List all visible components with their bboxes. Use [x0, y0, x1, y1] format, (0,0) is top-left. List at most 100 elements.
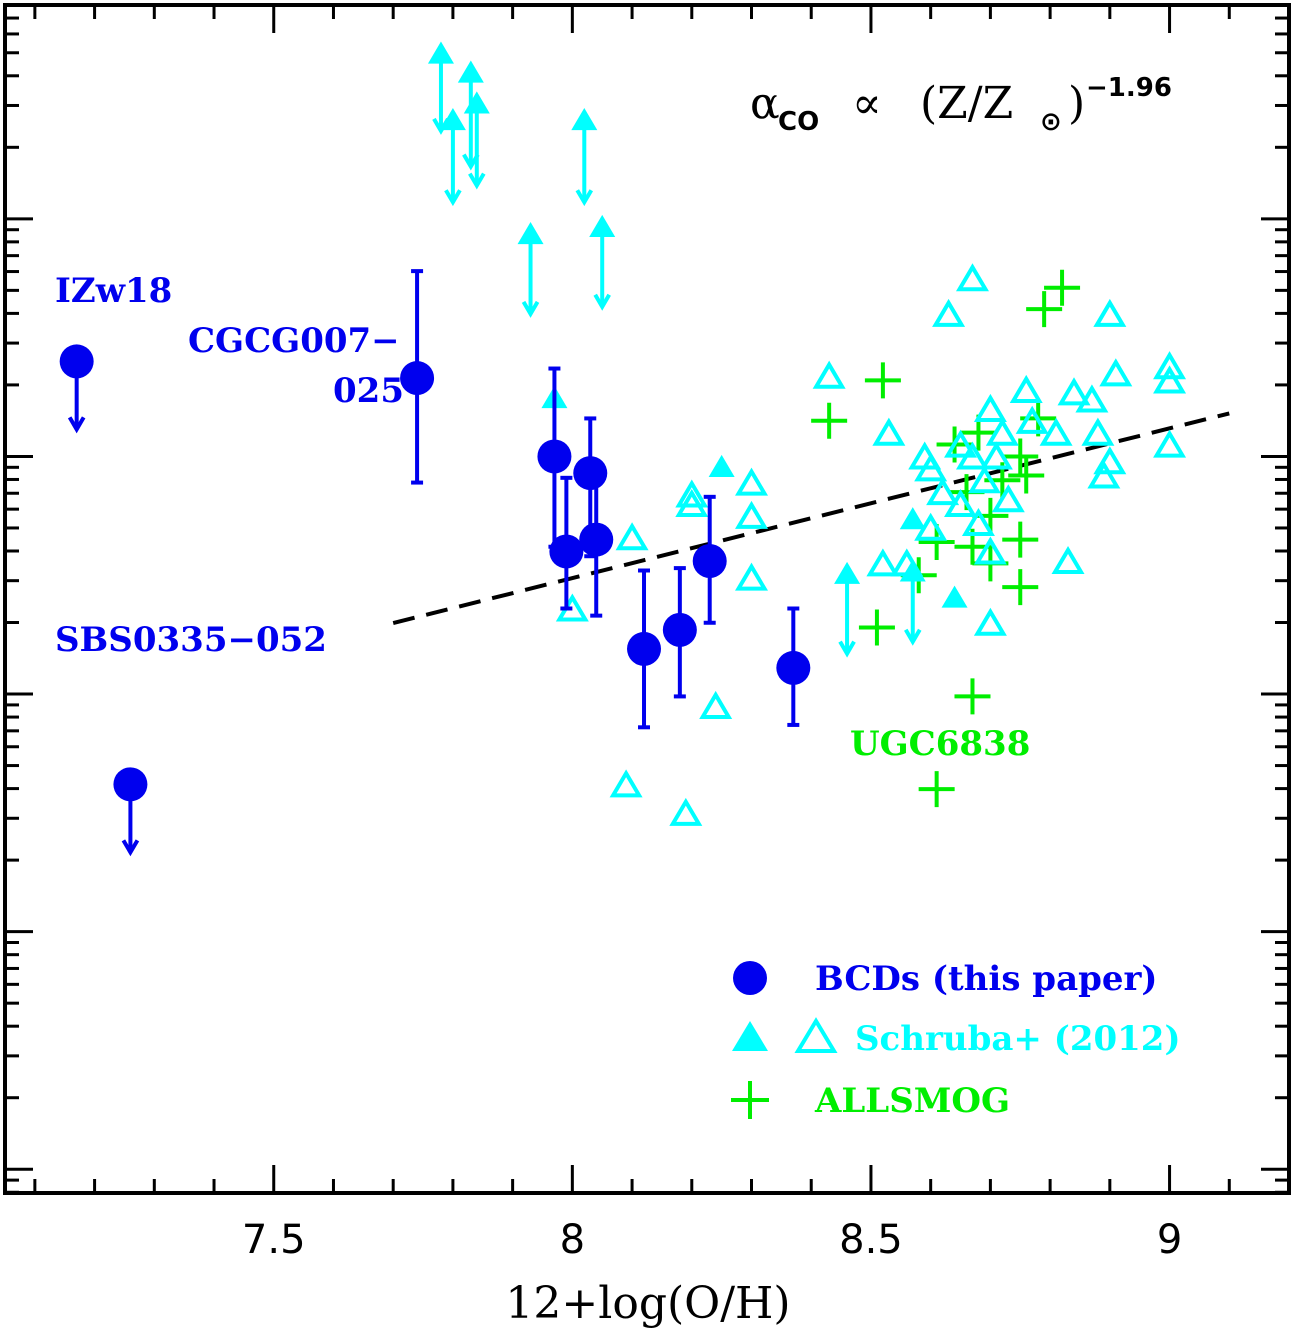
formula-close: ) — [1068, 78, 1085, 129]
bcd-upper-limit-arrow-head — [121, 839, 140, 857]
bcd-point — [549, 534, 584, 569]
x-tick-label: 8 — [560, 1217, 585, 1263]
schruba-limit-arrow-head — [521, 300, 540, 318]
schruba-open-point — [1087, 460, 1121, 489]
schruba-limit-arrow-head — [575, 189, 594, 207]
formula-sub: CO — [778, 107, 819, 137]
formula-sun: ⊙ — [1040, 107, 1062, 137]
allsmog-point — [1044, 269, 1081, 306]
schruba-open-point — [1099, 358, 1133, 387]
bcd-point — [776, 650, 811, 685]
schruba-limit-arrow-head — [468, 172, 486, 190]
schruba-limit-arrow-head — [593, 293, 611, 311]
allsmog-point — [1002, 569, 1039, 606]
bcd-point — [573, 456, 608, 491]
annotation-izw18: IZw18 — [55, 271, 172, 311]
formula-exp: −1.96 — [1086, 73, 1172, 103]
schruba-open-point — [991, 484, 1025, 513]
allsmog-point — [1026, 291, 1063, 328]
legend-label-bcd: BCDs (this paper) — [815, 959, 1158, 999]
schruba-open-point — [735, 562, 769, 591]
schruba-open-point — [967, 465, 1001, 494]
legend-marker-schruba-filled — [732, 1021, 768, 1051]
schruba-open-point — [973, 393, 1007, 422]
schruba-open-point — [1039, 417, 1073, 446]
legend-marker-schruba-open — [794, 1017, 838, 1053]
plot-frame — [3, 3, 1291, 1195]
schruba-series — [427, 41, 1187, 826]
bcd-point — [692, 543, 727, 578]
schruba-open-point — [1093, 298, 1127, 327]
schruba-open-point — [1015, 405, 1049, 434]
schruba-open-point — [961, 507, 995, 537]
schruba-open-point — [973, 536, 1007, 565]
annotation-cgcg-line2: 025 — [333, 371, 404, 411]
schruba-open-point — [1153, 351, 1187, 380]
x-tick-label: 9 — [1157, 1217, 1182, 1263]
schruba-open-point — [944, 429, 978, 458]
x-axis-label: 12+log(O/H) — [505, 1278, 790, 1329]
schruba-open-point — [1009, 374, 1043, 403]
legend-label-schruba: Schruba+ (2012) — [855, 1019, 1181, 1059]
bcd-point — [662, 612, 697, 647]
schruba-open-point — [1075, 384, 1109, 413]
legend: BCDs (this paper) Schruba+ (2012) ALLSMO… — [731, 959, 1181, 1121]
schruba-open-point — [985, 417, 1019, 446]
legend-marker-bcd — [733, 961, 767, 995]
schruba-open-point — [615, 522, 649, 551]
legend-marker-allsmog — [731, 1081, 769, 1119]
schruba-open-point — [1081, 417, 1115, 446]
schruba-open-point — [1153, 365, 1187, 394]
schruba-filled-point — [708, 454, 735, 477]
allsmog-point — [954, 678, 991, 715]
bcd-series — [59, 269, 811, 857]
schruba-open-point — [979, 441, 1013, 470]
bcd-point — [579, 522, 614, 557]
annotation-ugc6838: UGC6838 — [850, 724, 1030, 764]
bcd-point — [400, 361, 435, 396]
schruba-open-point — [812, 360, 846, 389]
formula-prop: ∝ — [852, 78, 882, 129]
schruba-open-point — [1051, 545, 1085, 575]
annotation-sbs: SBS0335−052 — [55, 620, 327, 660]
schruba-limit-arrow-head — [904, 628, 922, 646]
schruba-open-point — [926, 477, 960, 506]
x-tick-label: 7.5 — [242, 1217, 306, 1263]
schruba-open-point — [908, 441, 942, 470]
formula-alpha: α — [750, 78, 780, 129]
schruba-open-point — [866, 548, 900, 577]
schruba-open-point — [1153, 429, 1187, 458]
schruba-open-point — [609, 769, 643, 798]
allsmog-point — [1002, 521, 1039, 558]
allsmog-point — [918, 771, 955, 808]
schruba-filled-point — [899, 507, 926, 530]
bcd-upper-limit-point — [59, 344, 94, 379]
schruba-open-point — [699, 690, 733, 719]
schruba-open-point — [1057, 377, 1091, 406]
bcd-point — [537, 439, 572, 474]
bcd-upper-limit-arrow-head — [67, 416, 86, 434]
fit-line-group — [392, 411, 1230, 625]
legend-label-allsmog: ALLSMOG — [814, 1081, 1010, 1121]
bcd-upper-limit-point — [113, 767, 148, 802]
schruba-open-point — [735, 467, 769, 496]
bcd-point — [627, 631, 662, 666]
schruba-open-point — [675, 479, 709, 508]
allsmog-point — [1008, 457, 1045, 494]
fit-line — [392, 411, 1230, 625]
schruba-limit-arrow-head — [444, 189, 462, 207]
allsmog-point — [811, 402, 848, 439]
annotation-cgcg-line1: CGCG007− — [188, 321, 400, 361]
x-tick-label: 8.5 — [839, 1217, 903, 1263]
schruba-open-point — [669, 797, 703, 826]
formula-paren: (Z/Z — [920, 78, 1013, 129]
axes: 7.5 8 8.5 9 — [3, 3, 1291, 1263]
allsmog-point — [1002, 438, 1039, 475]
schruba-open-point — [955, 263, 989, 292]
schruba-open-point — [735, 500, 769, 529]
schruba-open-point — [973, 607, 1007, 636]
schruba-open-point — [932, 298, 966, 327]
schruba-limit-arrow-head — [838, 640, 856, 658]
allsmog-point — [864, 362, 901, 399]
allsmog-point — [858, 609, 895, 646]
